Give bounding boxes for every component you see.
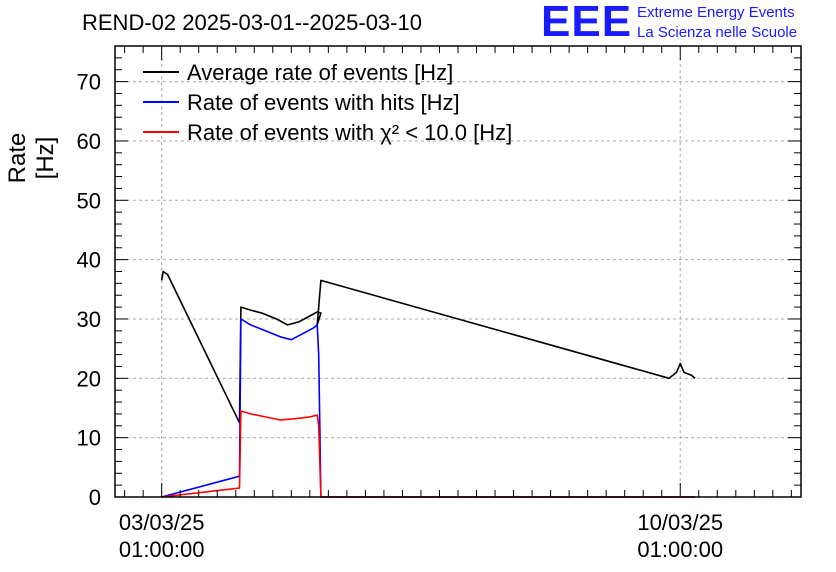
y-tick-label: 70 — [77, 70, 101, 95]
tick-layer: 01020304050607003/03/2501:00:0010/03/250… — [77, 45, 801, 562]
series-line-1 — [161, 318, 696, 498]
y-tick-label: 30 — [77, 307, 101, 332]
legend-label: Rate of events with χ² < 10.0 [Hz] — [187, 120, 512, 145]
legend: Average rate of events [Hz] Rate of event… — [143, 60, 512, 145]
x-tick-label-date: 03/03/25 — [119, 510, 205, 535]
legend-label: Rate of events with hits [Hz] — [187, 90, 460, 115]
y-tick-label: 60 — [77, 129, 101, 154]
series-layer — [160, 270, 696, 498]
legend-label: Average rate of events [Hz] — [187, 60, 453, 85]
y-tick-label: 20 — [77, 366, 101, 391]
y-tick-label: 40 — [77, 248, 101, 273]
chart-title: REND-02 2025-03-01--2025-03-10 — [82, 10, 422, 35]
y-tick-label: 10 — [77, 426, 101, 451]
eee-logo-caption: Extreme Energy Events La Scienza nelle S… — [637, 3, 797, 43]
logo-line-1: Extreme Energy Events — [637, 4, 795, 21]
x-tick-label-date: 10/03/25 — [637, 510, 723, 535]
grid-layer — [115, 46, 801, 497]
series-line-2 — [161, 410, 696, 498]
eee-logo: EEE — [541, 0, 633, 46]
series-line-0 — [160, 270, 696, 424]
logo-line-2: La Scienza nelle Scuole — [637, 24, 798, 41]
x-tick-label-time: 01:00:00 — [637, 537, 723, 562]
y-tick-label: 0 — [89, 485, 101, 510]
y-tick-label: 50 — [77, 188, 101, 213]
x-tick-label-time: 01:00:00 — [119, 537, 205, 562]
